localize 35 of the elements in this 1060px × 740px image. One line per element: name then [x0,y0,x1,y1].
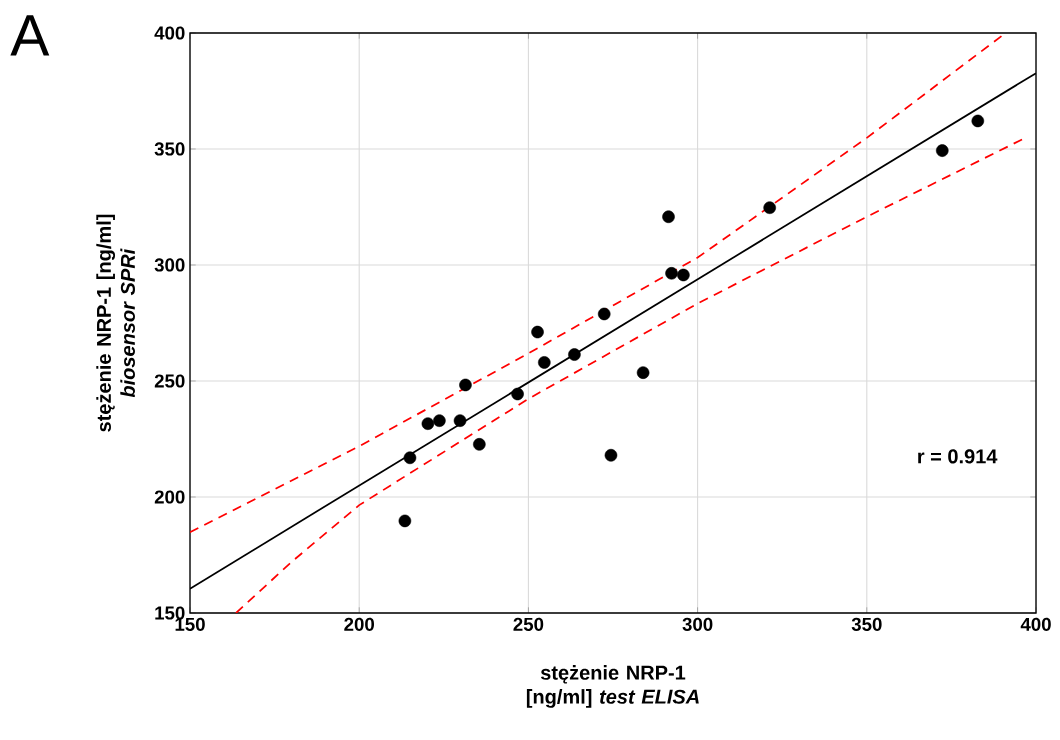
text: A [10,15,50,56]
point [597,307,611,321]
point [568,348,581,361]
y-tick-label: 250 [154,374,185,388]
annotation: r = 0.914 [918,449,998,464]
point [971,114,985,128]
point [763,201,776,214]
point [538,356,551,369]
y-axis-title: stężenie NRP-1 [ng/ml] biosensor SPRi [96,214,135,432]
x-tick-label: 200 [344,617,375,631]
point [511,387,524,401]
point [636,366,650,379]
y-tick-label: 300 [154,258,185,272]
x-tick-label: 350 [851,617,882,631]
point [403,451,417,465]
point [662,210,675,224]
point [398,514,412,528]
point [473,438,486,451]
point [459,378,472,392]
point [665,267,678,280]
point [677,268,690,282]
x-tick-label: 250 [513,617,544,631]
y-tick-label: 400 [154,26,185,40]
point [936,144,949,157]
point [604,448,618,462]
x-axis-title: stężenie NRP-1 [ng/ml] test ELISA [526,665,699,708]
y-tick-label: 200 [154,490,185,504]
line-series [235,138,1024,613]
x-tick-label: 300 [682,617,713,631]
x-tick-label: 400 [1020,617,1051,631]
point [433,414,446,427]
point [421,417,435,430]
y-tick-label: 350 [154,142,185,156]
point [531,325,544,339]
point [453,414,467,427]
